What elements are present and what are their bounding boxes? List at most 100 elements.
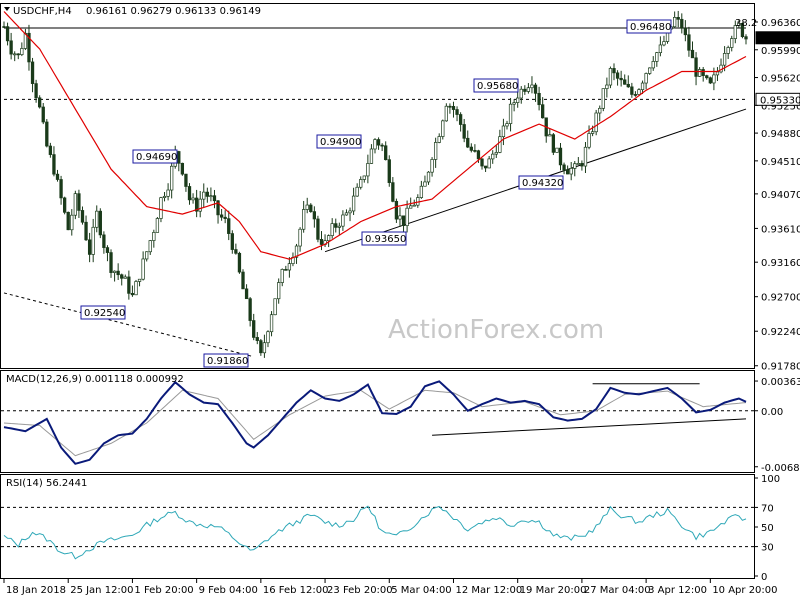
price-annotation-label: 0.94690 [136,152,177,163]
candle-body [5,26,10,42]
price-annotation-label: 0.93650 [365,234,406,245]
candle-body [455,109,459,115]
candle-body [644,73,648,84]
candle-body [708,77,712,84]
candle-body [177,151,181,164]
candle-body [726,47,730,54]
candle-body [533,84,538,94]
candle-body [483,165,488,169]
candle-body [38,97,42,108]
candle-body [744,36,748,40]
price-annotation-box [361,231,407,246]
candle-body [651,61,655,69]
candle-body [523,88,527,92]
rsi-tick-label: 50 [761,523,774,534]
price-tick-label: 0.94880 [761,129,800,140]
candle-body [608,68,613,86]
candle-body [369,148,374,164]
candle-body [112,270,117,273]
candle-body [262,342,267,354]
macd-trendline [432,418,747,436]
price-tick-label: 0.96360 [761,18,800,29]
price-tick-label: 0.91780 [761,362,800,373]
candle-body [516,97,520,103]
candle-body [237,252,242,273]
candle-body [712,74,716,84]
rsi-tick-label: 0 [761,572,767,583]
candle-body [498,136,502,153]
candle-body [526,87,531,92]
candle-body [91,226,95,255]
candle-body [733,25,737,39]
candle-body [444,105,448,122]
price-annotation-box [518,175,564,190]
candle-body [640,82,645,90]
candle-body [248,298,252,321]
candle-body [633,94,638,96]
price-annotation-label: 0.94320 [522,178,563,189]
macd-tick-label: 0.003638 [761,377,800,388]
candle-body [98,210,102,236]
candle-body [376,139,381,146]
x-tick-label: 9 Feb 04:00 [199,585,258,596]
dashed-trendline [3,292,254,358]
candle-body [598,107,602,114]
price-annotation-box [473,78,519,93]
candle-body [441,120,445,137]
candle-body [326,235,331,242]
macd-panel-frame [0,370,755,473]
candle-body [280,269,284,283]
candle-body [198,198,202,212]
candle-body [155,218,160,233]
price-tick-label: 0.95250 [761,101,800,112]
x-tick-label: 18 Jan 2018 [6,585,66,596]
x-tick-label: 19 Mar 20:00 [520,585,587,596]
candle-body [16,53,20,56]
candle-body [244,288,249,300]
candle-body [430,159,434,173]
candle-body [9,40,13,55]
candle-body [87,239,92,255]
candle-body [619,77,623,81]
candle-body [330,223,334,236]
candle-body [512,102,516,105]
candle-body [284,269,288,271]
candle-body [166,189,170,197]
x-tick-label: 23 Feb 20:00 [327,585,393,596]
candle-body [127,276,131,294]
rsi-tick-label: 100 [761,474,780,485]
candle-body [423,181,427,187]
macd-title: MACD(12,26,9) 0.001118 0.000992 [6,374,184,385]
candle-body [451,106,456,110]
candle-body [594,112,598,133]
price-tick-label: 0.95990 [761,46,800,57]
candle-body [615,72,620,79]
x-tick-label: 1 Feb 20:00 [134,585,193,596]
candle-body [227,218,231,234]
candle-body [719,64,723,73]
candle-body [590,131,595,134]
candle-body [66,211,70,231]
candle-body [401,215,406,226]
candle-body [62,197,67,213]
support-tag: 0.95330 [760,95,800,106]
candle-body [109,252,113,273]
candle-body [255,337,259,341]
candle-body [52,154,56,175]
x-tick-label: 16 Feb 12:00 [263,585,329,596]
price-layer: 0.96360 0.95990 0.95620 0.95250 0.94880 0.945… [2,10,800,373]
candle-body [366,163,370,177]
candle-body [73,193,77,216]
candle-body [287,263,292,271]
candle-body [380,144,384,147]
candle-body [298,228,302,247]
candle-body [569,167,573,175]
candle-body [134,281,138,296]
price-tick-label: 0.94510 [761,157,800,168]
candle-body [84,221,88,241]
candle-body [344,212,349,216]
x-tick-label: 25 Jan 12:00 [70,585,133,596]
macd-layer: 0.003638 0.00 -0.006858 [1,377,800,474]
price-panel-frame [0,3,755,369]
rsi-tick-label: 30 [761,543,774,554]
